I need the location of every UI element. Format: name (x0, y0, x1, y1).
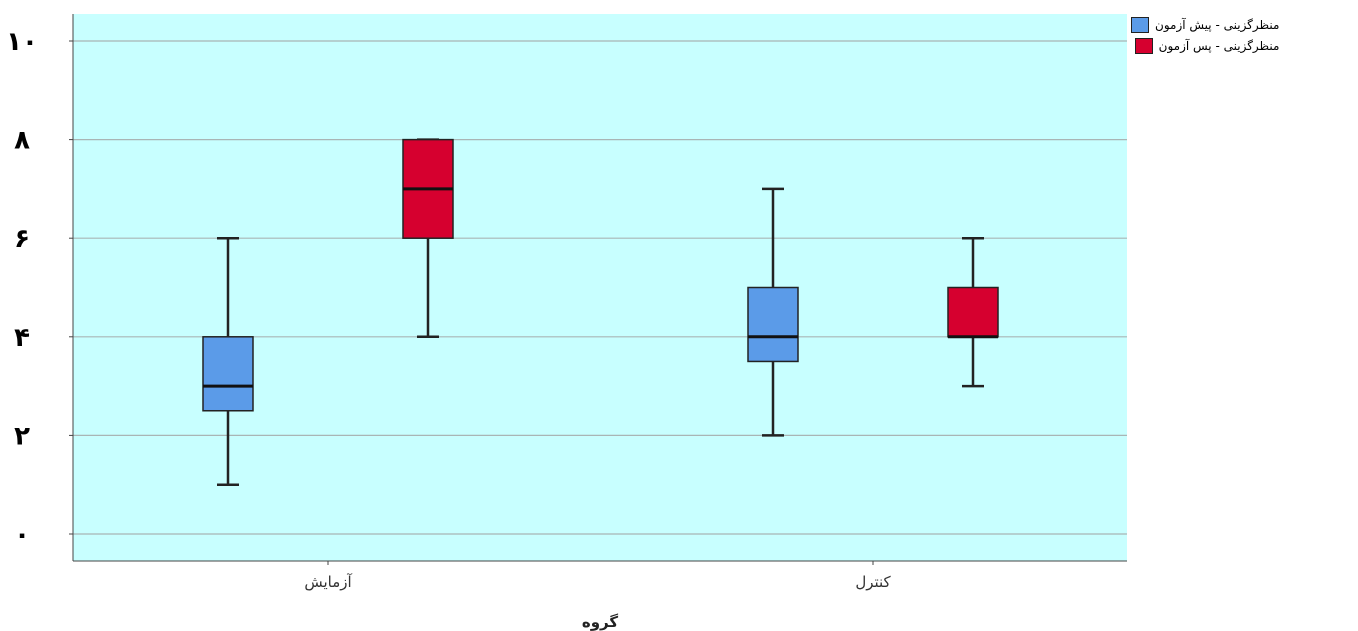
legend-label: منظرگزینی - پس آزمون (1158, 38, 1280, 53)
x-category-labels: آزمایش کنترل (304, 561, 892, 591)
legend-swatch (1134, 37, 1153, 54)
iqr-box (747, 286, 799, 363)
legend-swatch (1131, 16, 1149, 33)
y-tick-label: ۲ (14, 421, 30, 451)
y-tick-label: ۱۰ (6, 27, 38, 57)
x-category-label: کنترل (855, 573, 891, 591)
box-posttest-1 (402, 138, 454, 339)
y-tick-label: ۴ (14, 323, 30, 353)
box-posttest-2 (947, 236, 999, 388)
legend-item: منظرگزینی - پیش آزمون (1131, 14, 1279, 35)
x-axis-title: گروه (582, 613, 619, 631)
x-category-label: آزمایش (304, 573, 352, 591)
iqr-box (202, 336, 254, 412)
y-tick-label: ۸ (14, 126, 30, 156)
y-tick-label: ۶ (14, 224, 30, 254)
box-pretest-2 (747, 187, 799, 437)
iqr-box (947, 286, 999, 338)
box-pretest-1 (202, 236, 254, 486)
legend-item: منظرگزینی - پس آزمون (1131, 35, 1279, 56)
legend: منظرگزینی - پیش آزمون منظرگزینی - پس آزمو… (1131, 14, 1279, 56)
y-tick-label: ۰ (14, 520, 30, 550)
boxes (202, 138, 999, 486)
y-tick-labels: ۰ ۲ ۴ ۶ ۸ ۱۰ (6, 27, 73, 550)
legend-label: منظرگزینی - پیش آزمون (1155, 17, 1280, 32)
